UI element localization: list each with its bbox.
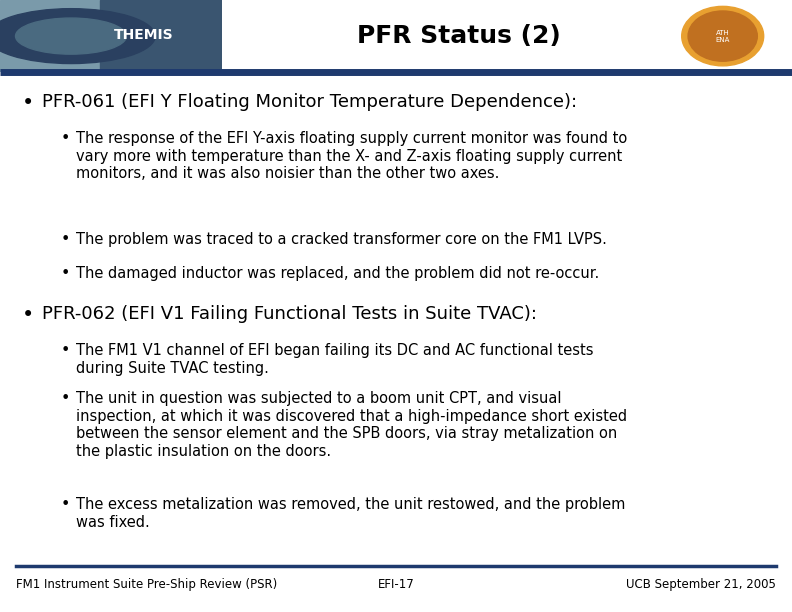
Text: PFR Status (2): PFR Status (2) <box>357 24 562 48</box>
Text: The FM1 V1 channel of EFI began failing its DC and AC functional tests
during Su: The FM1 V1 channel of EFI began failing … <box>76 343 593 376</box>
Circle shape <box>16 18 127 54</box>
Text: •: • <box>60 392 70 406</box>
Text: •: • <box>22 305 34 325</box>
Text: FM1 Instrument Suite Pre-Ship Review (PSR): FM1 Instrument Suite Pre-Ship Review (PS… <box>16 578 277 591</box>
Bar <box>100 0 222 72</box>
Text: EFI-17: EFI-17 <box>378 578 414 591</box>
Text: •: • <box>22 93 34 113</box>
Text: •: • <box>60 233 70 247</box>
Text: •: • <box>60 266 70 281</box>
Text: The unit in question was subjected to a boom unit CPT, and visual
inspection, at: The unit in question was subjected to a … <box>76 392 627 458</box>
Text: The excess metalization was removed, the unit restowed, and the problem
was fixe: The excess metalization was removed, the… <box>76 498 626 530</box>
Bar <box>0 0 100 72</box>
Text: UCB September 21, 2005: UCB September 21, 2005 <box>626 578 776 591</box>
Text: •: • <box>60 343 70 358</box>
Text: •: • <box>60 132 70 146</box>
Text: The response of the EFI Y-axis floating supply current monitor was found to
vary: The response of the EFI Y-axis floating … <box>76 132 627 181</box>
Text: ATH
ENA: ATH ENA <box>715 29 730 43</box>
Text: PFR-061 (EFI Y Floating Monitor Temperature Dependence):: PFR-061 (EFI Y Floating Monitor Temperat… <box>42 93 577 111</box>
Text: PFR-062 (EFI V1 Failing Functional Tests in Suite TVAC):: PFR-062 (EFI V1 Failing Functional Tests… <box>42 305 537 323</box>
Text: The problem was traced to a cracked transformer core on the FM1 LVPS.: The problem was traced to a cracked tran… <box>76 233 607 247</box>
Circle shape <box>0 9 155 64</box>
Circle shape <box>682 6 763 66</box>
Circle shape <box>688 11 757 61</box>
Text: •: • <box>60 498 70 512</box>
Text: THEMIS: THEMIS <box>114 28 174 42</box>
Text: The damaged inductor was replaced, and the problem did not re-occur.: The damaged inductor was replaced, and t… <box>76 266 600 281</box>
